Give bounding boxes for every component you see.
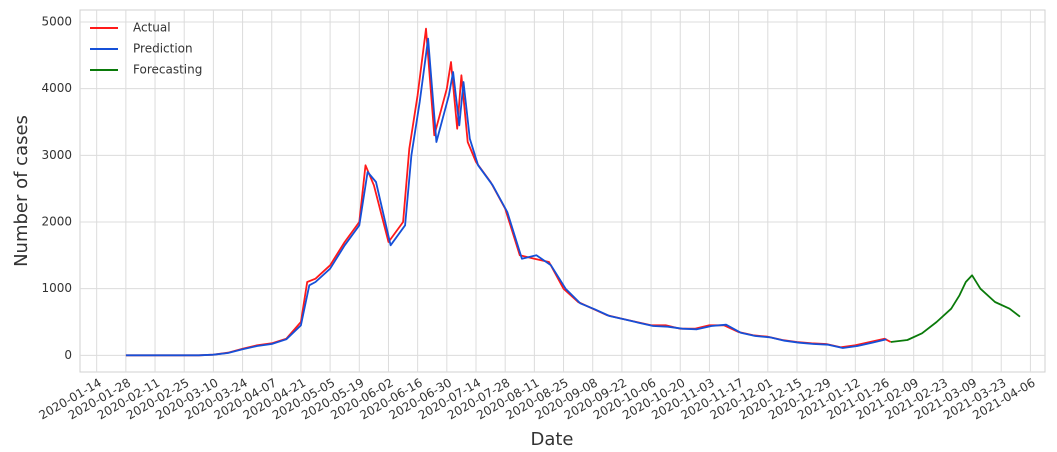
y-tick-label: 2000 — [41, 215, 72, 229]
y-tick-label: 5000 — [41, 15, 72, 29]
y-tick-label: 0 — [64, 348, 72, 362]
legend-label: Prediction — [133, 42, 193, 56]
plot-frame — [79, 9, 1046, 373]
series-line — [125, 37, 887, 357]
series-line — [125, 27, 892, 357]
x-axis-label: Date — [530, 429, 573, 450]
y-tick-label: 1000 — [41, 281, 72, 295]
y-axis-label: Number of cases — [11, 115, 32, 267]
y-tick-label: 3000 — [41, 148, 72, 162]
series-line — [890, 274, 1021, 343]
y-tick-label: 4000 — [41, 81, 72, 95]
legend-label: Actual — [133, 21, 171, 35]
legend-label: Forecasting — [133, 63, 202, 77]
